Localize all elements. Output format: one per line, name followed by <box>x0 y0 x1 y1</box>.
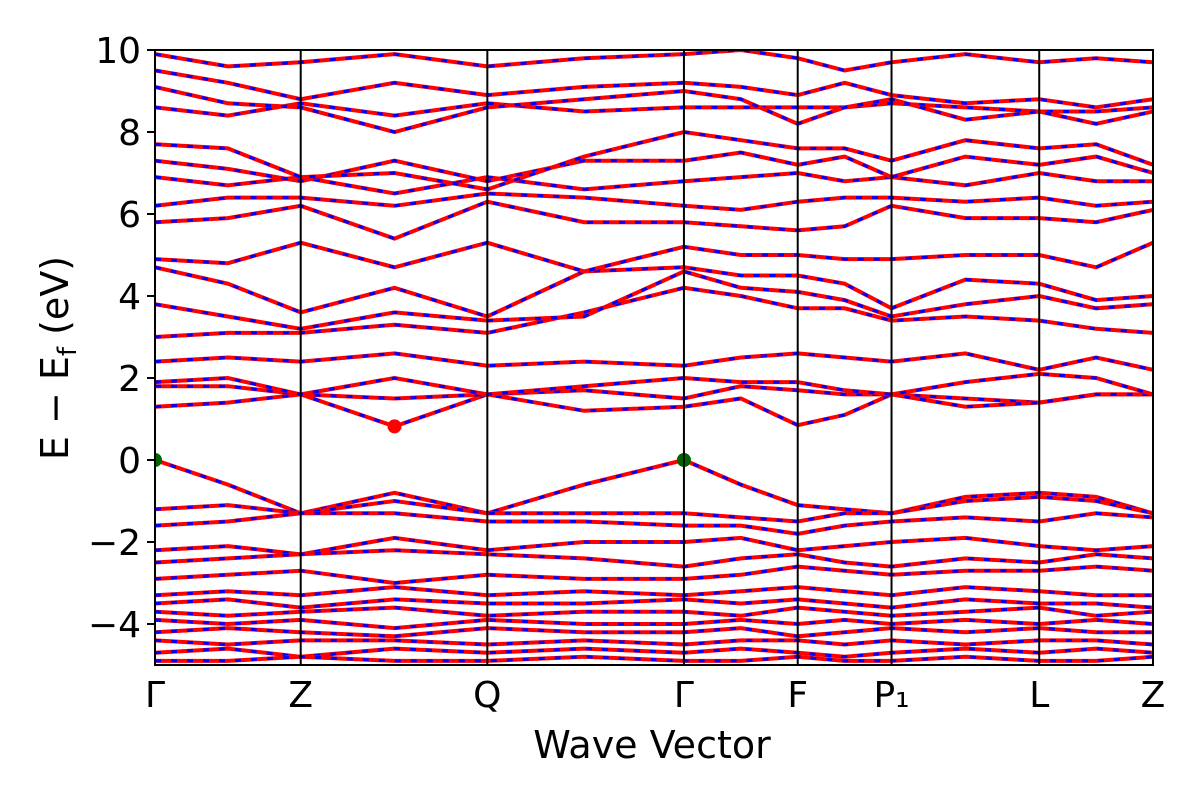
band-dash <box>155 647 1153 659</box>
x-tick-label: Γ <box>145 675 165 716</box>
x-tick-label: Z <box>1141 675 1166 716</box>
band-dash <box>155 351 1153 372</box>
x-tick-label: L <box>1029 675 1049 716</box>
y-axis-label: E − Ef (eV) <box>33 256 83 460</box>
x-axis-label: Wave Vector <box>533 723 771 767</box>
band-dash <box>155 392 1153 428</box>
band-dash <box>155 618 1153 630</box>
y-tick-label: 4 <box>118 277 141 318</box>
band <box>155 564 1153 586</box>
band-dash <box>155 606 1153 618</box>
band-dash <box>155 384 1153 409</box>
band-dash <box>155 655 1153 663</box>
band-dash <box>155 241 1153 273</box>
y-label-sub: f <box>53 346 83 356</box>
band <box>155 265 1153 319</box>
band-dash <box>155 458 1153 515</box>
y-label-main: E − E <box>33 356 77 460</box>
band-dash <box>155 565 1153 585</box>
band-dash <box>155 626 1153 638</box>
band-dash <box>155 372 1153 396</box>
band <box>155 457 1153 516</box>
band-dash <box>155 50 1153 73</box>
band-dash <box>155 286 1153 339</box>
band-edge-point <box>155 453 162 467</box>
plot-frame <box>154 49 1154 666</box>
y-label-unit: (eV) <box>33 256 77 347</box>
band-dash <box>155 85 1153 134</box>
band-dash <box>155 69 1153 109</box>
band-edge-point <box>387 419 402 434</box>
band-dash <box>155 597 1153 610</box>
band <box>155 371 1153 397</box>
band-dash <box>155 101 1153 118</box>
x-tick-label: P₁ <box>873 675 909 716</box>
axes: Γ Z Q Γ F P₁ L Z −4 −2 0 2 4 6 8 10 <box>88 31 1165 716</box>
y-tick-label: 10 <box>95 31 141 72</box>
x-tick-label: Γ <box>674 675 694 716</box>
y-tick-label: 8 <box>118 113 141 154</box>
band-dash <box>155 536 1153 556</box>
band <box>155 50 1153 73</box>
band-dash <box>155 171 1153 196</box>
band <box>155 199 1153 241</box>
band-dash <box>155 200 1153 241</box>
y-tick-label: −4 <box>88 605 141 646</box>
band-dash <box>155 269 1153 331</box>
band-dash <box>155 191 1153 212</box>
band <box>155 535 1153 557</box>
band-dash <box>155 638 1153 647</box>
y-tick-label: 2 <box>118 359 141 400</box>
band-dash <box>155 265 1153 319</box>
band-dash <box>155 495 1153 524</box>
x-tick-label: F <box>787 675 808 716</box>
band-dash <box>155 548 1153 569</box>
y-tick-label: 0 <box>118 441 141 482</box>
y-tick-label: 6 <box>118 195 141 236</box>
band-dash <box>155 511 1153 536</box>
plot-area <box>155 50 1153 663</box>
band-dash <box>155 130 1153 191</box>
band-dash <box>155 585 1153 597</box>
x-tick-label: Z <box>288 675 313 716</box>
y-tick-label: −2 <box>88 523 141 564</box>
x-tick-label: Q <box>473 675 501 716</box>
band <box>155 392 1153 429</box>
